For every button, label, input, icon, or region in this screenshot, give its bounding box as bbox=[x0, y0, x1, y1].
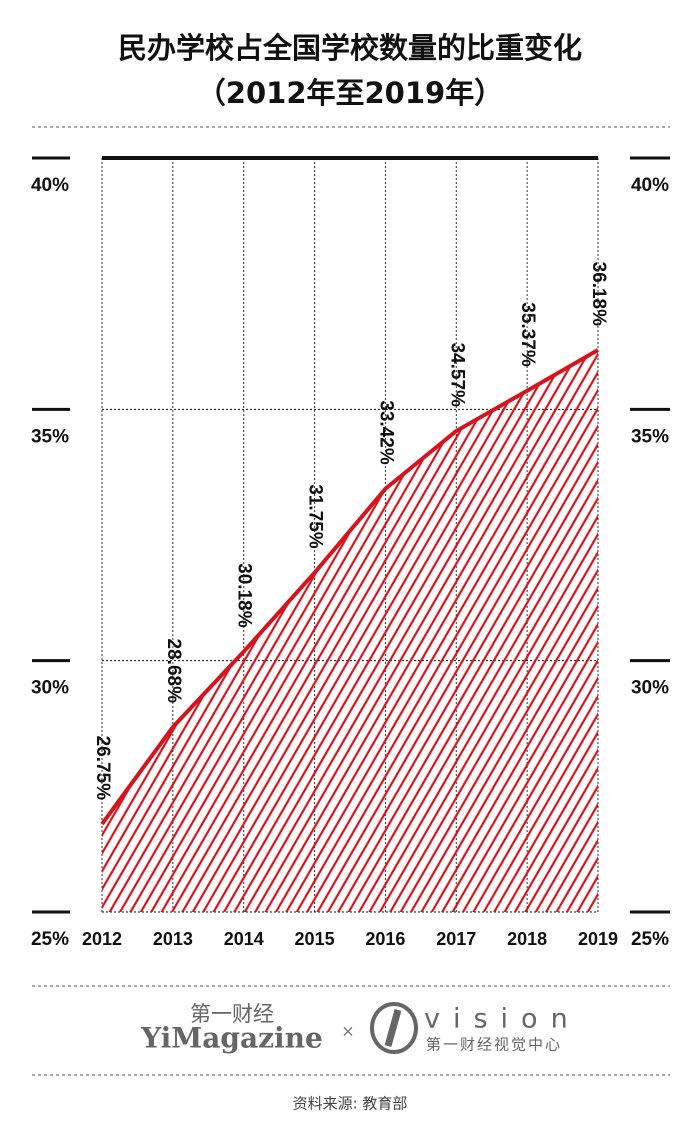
x-tick-label: 2018 bbox=[507, 929, 547, 949]
value-label: 35.37% bbox=[517, 302, 538, 367]
value-label: 33.42% bbox=[375, 400, 396, 465]
y-tick-label-right: 40% bbox=[631, 175, 669, 196]
x-tick-label: 2016 bbox=[365, 929, 405, 949]
value-label: 30.18% bbox=[234, 563, 255, 628]
y-tick-label: 40% bbox=[31, 175, 69, 196]
x-tick-label: 2013 bbox=[153, 929, 193, 949]
line bbox=[100, 348, 599, 826]
x-tick-label: 2015 bbox=[295, 929, 335, 949]
x-tick-label: 2017 bbox=[436, 929, 476, 949]
x-tick-label: 2014 bbox=[224, 929, 264, 949]
value-label: 31.75% bbox=[305, 484, 326, 549]
chart-subtitle: （2012年至2019年） bbox=[197, 76, 503, 110]
vision-logo bbox=[384, 1009, 402, 1047]
area bbox=[102, 350, 598, 912]
vision-cn: 第一财经视觉中心 bbox=[426, 1036, 562, 1054]
chart-title: 民办学校占全国学校数量的比重变化 bbox=[118, 31, 582, 65]
x-tick-label: 2019 bbox=[578, 929, 618, 949]
vision-logo bbox=[370, 1002, 418, 1054]
source: 资料来源: 教育部 bbox=[293, 1095, 408, 1113]
value-label: 34.57% bbox=[446, 342, 467, 407]
y-tick-label: 25% bbox=[31, 929, 69, 950]
value-label: 36.18% bbox=[588, 262, 609, 327]
brand-en: YiMagazine bbox=[140, 1022, 323, 1055]
y-tick-label: 35% bbox=[31, 426, 69, 447]
brand-cn: 第一财经 bbox=[190, 1002, 274, 1026]
y-tick-label: 30% bbox=[31, 678, 69, 699]
value-label: 28.68% bbox=[163, 639, 184, 704]
y-tick-label-right: 25% bbox=[631, 929, 669, 950]
cross: × bbox=[341, 1022, 354, 1041]
vision-text: vision bbox=[424, 1004, 581, 1035]
y-tick-label-right: 30% bbox=[631, 678, 669, 699]
y-tick-label-right: 35% bbox=[631, 426, 669, 447]
x-tick-label: 2012 bbox=[82, 929, 122, 949]
value-label: 26.75% bbox=[92, 736, 113, 801]
